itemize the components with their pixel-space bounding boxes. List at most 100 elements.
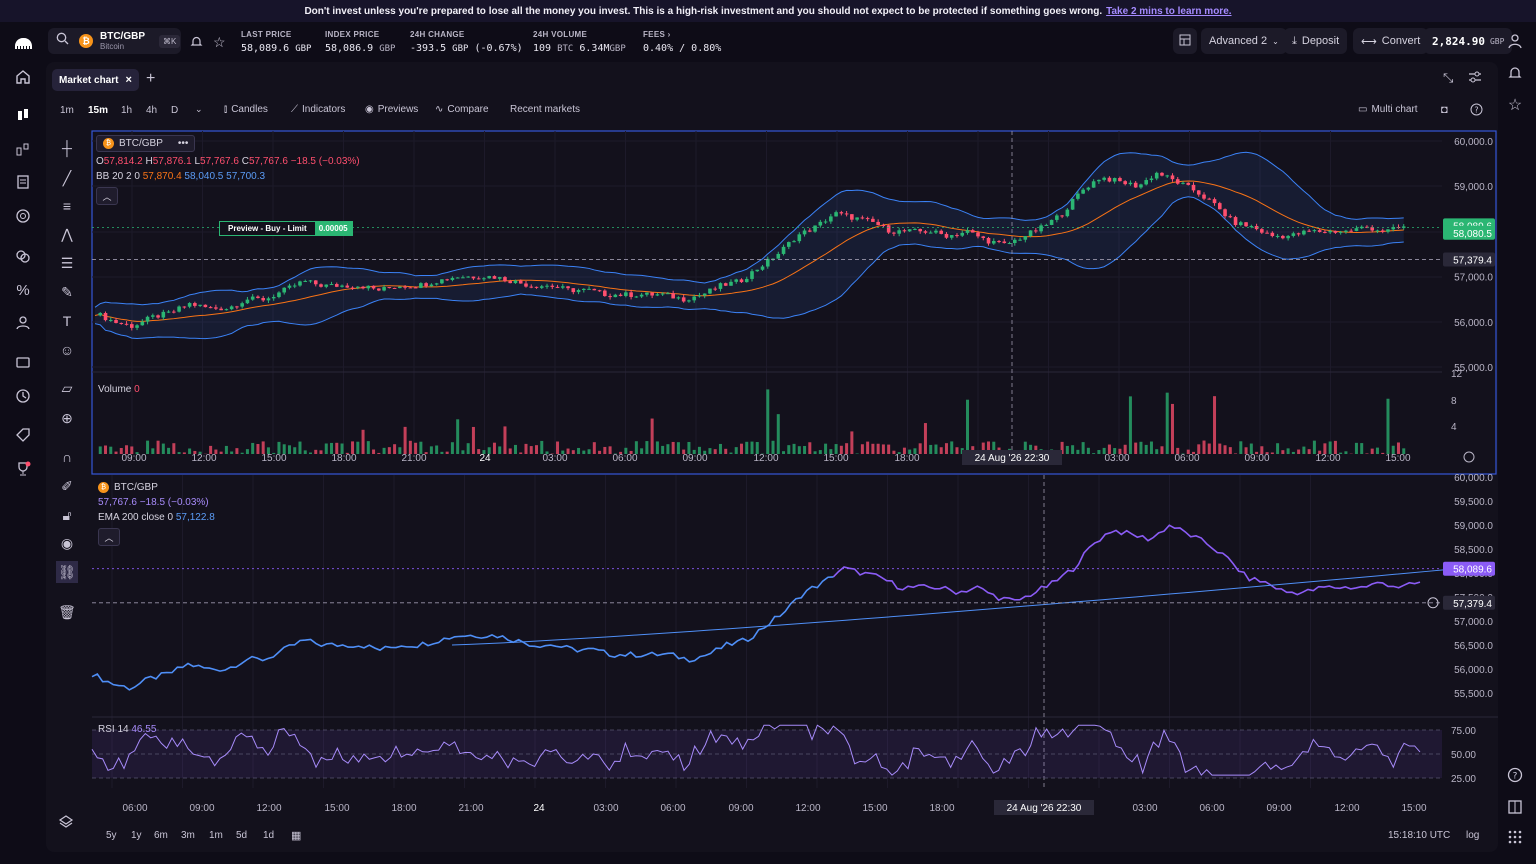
horizontal-lines-icon[interactable]: ≡ xyxy=(62,198,72,214)
range-1m[interactable]: 1m xyxy=(209,830,223,841)
wallet-icon[interactable] xyxy=(13,352,33,372)
orders-icon[interactable] xyxy=(13,172,33,192)
deposit-button[interactable]: ⤓ Deposit xyxy=(1284,28,1348,54)
chevron-down-icon[interactable]: ⌄ xyxy=(195,104,203,114)
trendline-icon[interactable]: ╱ xyxy=(62,169,72,186)
candle-body xyxy=(755,269,760,272)
fib-icon[interactable]: ☰ xyxy=(60,254,74,271)
volume-bar xyxy=(666,444,670,454)
previews-button[interactable]: ◉ Previews xyxy=(365,104,418,115)
volume-bar xyxy=(687,441,691,454)
volume-bar xyxy=(424,452,428,454)
pattern-icon[interactable]: ⋀ xyxy=(61,225,73,242)
time-cursor-tag xyxy=(994,800,1094,815)
trash-icon[interactable]: 🗑︎ xyxy=(58,603,76,620)
range-3m[interactable]: 3m xyxy=(181,830,195,841)
coins-icon[interactable] xyxy=(13,246,33,266)
settings-sliders-icon[interactable] xyxy=(1468,70,1482,89)
tag-icon[interactable] xyxy=(13,425,33,445)
balance-display[interactable]: 2,824.90 GBP xyxy=(1424,28,1513,54)
multi-chart-button[interactable]: ▭ Multi chart xyxy=(1358,104,1418,115)
compare-button[interactable]: ∿ Compare xyxy=(435,104,489,115)
log-scale-toggle[interactable]: log xyxy=(1466,830,1480,841)
collapse-legend-button[interactable]: ︿ xyxy=(96,187,118,205)
collapse-legend2-button[interactable]: ︿ xyxy=(98,528,120,546)
camera-icon[interactable]: ◘ xyxy=(1441,104,1448,116)
legend-symbol-chip[interactable]: ₿ BTC/GBP ••• xyxy=(96,135,196,152)
convert-button[interactable]: ⟷ Convert xyxy=(1353,28,1429,54)
order-preview-tag[interactable]: Preview - Buy - Limit 0.00005 xyxy=(219,221,353,236)
favorites-icon[interactable]: ☆ xyxy=(1507,97,1523,114)
zoom-icon[interactable]: ⊕ xyxy=(61,409,73,426)
home-icon[interactable] xyxy=(13,67,33,87)
staking-icon[interactable] xyxy=(13,313,33,333)
bell-icon[interactable] xyxy=(190,35,203,53)
layout-select-label: Advanced 2 xyxy=(1209,35,1268,47)
volume-bar xyxy=(1155,449,1159,454)
history-icon[interactable] xyxy=(13,386,33,406)
interval-15m[interactable]: 15m xyxy=(88,105,109,116)
pair-selector[interactable]: ₿ BTC/GBP Bitcoin ⌘K xyxy=(48,28,181,54)
earn-icon[interactable] xyxy=(13,139,33,159)
volume-bar xyxy=(1270,452,1274,454)
info-icon[interactable]: ? xyxy=(1470,103,1483,121)
candle-body xyxy=(256,296,260,298)
range-1d[interactable]: 1d xyxy=(263,830,275,841)
account-icon[interactable] xyxy=(1502,28,1528,54)
range-5d[interactable]: 5d xyxy=(236,830,248,841)
pencil-lock-icon[interactable]: ✐ xyxy=(61,477,73,494)
layers-icon[interactable] xyxy=(58,814,74,835)
chart-canvas[interactable]: 60,000.059,000.058,000.057,000.056,000.0… xyxy=(46,62,1498,852)
candle-body xyxy=(208,307,213,309)
interval-1h[interactable]: 1h xyxy=(121,105,133,116)
candle-body xyxy=(681,297,686,302)
brush-icon[interactable]: ✎ xyxy=(61,283,73,300)
volume-bar xyxy=(151,448,155,454)
rewards-icon[interactable] xyxy=(13,459,33,479)
link-icon[interactable]: ⛓︎ xyxy=(56,561,78,583)
eye-icon[interactable]: ◉ xyxy=(60,534,74,551)
candle-body xyxy=(776,253,781,259)
tab-label: Market chart xyxy=(59,74,119,86)
target-icon[interactable] xyxy=(13,206,33,226)
tab-market-chart[interactable]: Market chart × xyxy=(52,69,139,91)
magnet-icon[interactable]: ∩ xyxy=(61,449,73,465)
crosshair-icon[interactable]: ┼ xyxy=(62,140,72,156)
volume-bar xyxy=(713,449,717,454)
apps-grid-icon[interactable] xyxy=(1502,824,1528,850)
calendar-icon[interactable]: ▦ xyxy=(291,830,302,842)
collapse-icon[interactable]: ⤡ xyxy=(1443,70,1454,85)
stat-fees[interactable]: Fees › 0.40% / 0.80% xyxy=(643,30,721,54)
notifications-icon[interactable] xyxy=(1502,60,1528,86)
help-icon[interactable]: ? xyxy=(1502,762,1528,788)
percent-icon[interactable]: % xyxy=(16,281,30,299)
layout-grid-button[interactable] xyxy=(1173,28,1197,54)
candle-body xyxy=(765,258,770,267)
more-icon[interactable]: ••• xyxy=(177,138,189,149)
trade-icon[interactable] xyxy=(13,105,33,125)
lock-icon[interactable]: 🔓︎ xyxy=(62,506,72,523)
close-icon[interactable]: × xyxy=(125,74,132,86)
text-tool-icon[interactable]: T xyxy=(62,313,72,329)
add-tab-icon[interactable]: + xyxy=(146,70,156,87)
ruler-icon[interactable]: ▱ xyxy=(61,379,73,396)
kraken-logo-icon[interactable] xyxy=(13,34,33,54)
volume-bar xyxy=(293,447,297,454)
emoji-icon[interactable]: ☺ xyxy=(59,342,75,358)
interval-1m[interactable]: 1m xyxy=(60,105,74,116)
volume-bar xyxy=(1060,441,1064,454)
layout-select[interactable]: Advanced 2 ⌄ xyxy=(1201,28,1287,54)
range-1y[interactable]: 1y xyxy=(131,830,142,841)
range-6m[interactable]: 6m xyxy=(154,830,168,841)
book-icon[interactable] xyxy=(1502,794,1528,820)
candles-button[interactable]: ⫾ Candles xyxy=(224,104,268,115)
indicators-button[interactable]: ⟋ Indicators xyxy=(291,104,345,115)
risk-learn-more-link[interactable]: Take 2 mins to learn more. xyxy=(1106,5,1232,17)
interval-D[interactable]: D xyxy=(171,105,179,116)
interval-4h[interactable]: 4h xyxy=(146,105,158,116)
range-5y[interactable]: 5y xyxy=(106,830,117,841)
volume-bar xyxy=(167,447,171,454)
recent-markets-button[interactable]: Recent markets xyxy=(510,104,580,115)
star-icon[interactable]: ☆ xyxy=(213,34,226,50)
candle-body xyxy=(151,315,155,317)
